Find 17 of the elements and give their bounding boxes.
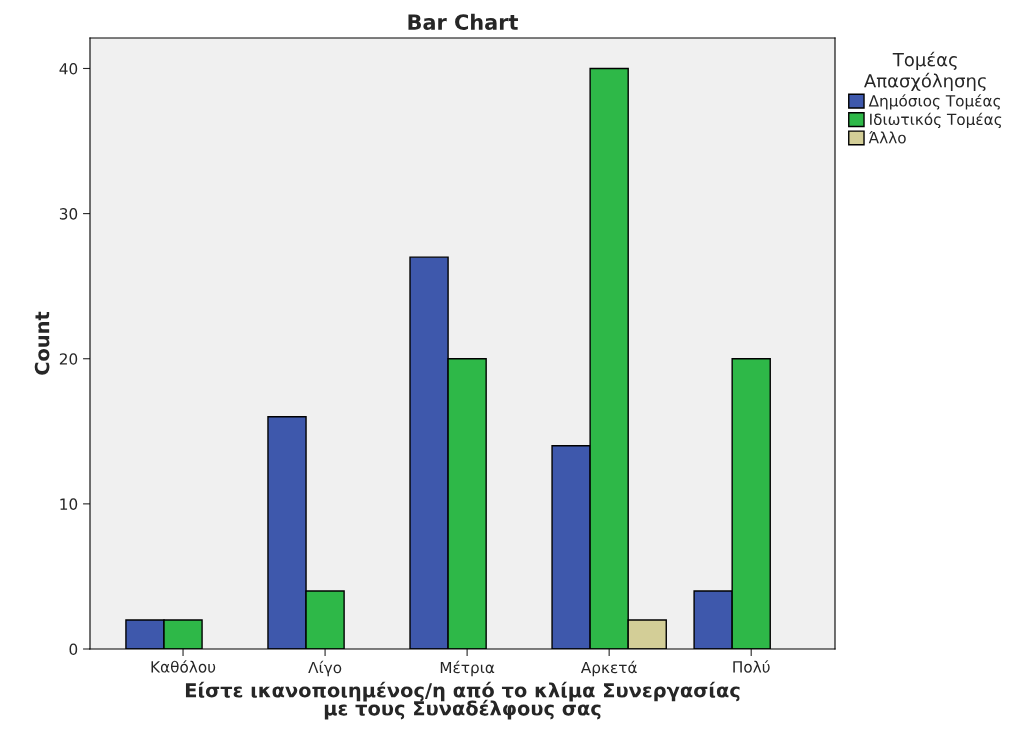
legend-title: Τομέας Απασχόλησης xyxy=(864,51,986,92)
y-tick-label: 40 xyxy=(59,62,78,75)
y-tick-label: 10 xyxy=(60,498,78,510)
legend-label: Άλλο xyxy=(868,130,906,144)
y-tick-label: 20 xyxy=(59,353,78,365)
x-tick-label: Πολύ xyxy=(733,660,770,673)
y-axis-title: Count xyxy=(34,311,50,375)
x-tick-label: Αρκετά xyxy=(580,660,637,677)
chart-title: Bar Chart xyxy=(408,13,518,30)
x-tick-label: Λίγο xyxy=(308,660,342,677)
legend-label: Δημόσιος Τομέας xyxy=(868,94,1001,110)
y-tick-label: 0 xyxy=(69,643,78,656)
x-tick-label: Μέτρια xyxy=(440,660,495,677)
legend-label: Ιδιωτικός Τομέας xyxy=(870,112,1002,129)
x-tick-label: Καθόλου xyxy=(151,660,216,673)
y-tick-label: 30 xyxy=(59,208,78,220)
x-axis-title: Είστε ικανοποιημένος/η από το κλίμα Συνεργασίας με τους Συναδέλφους σας xyxy=(185,681,740,720)
